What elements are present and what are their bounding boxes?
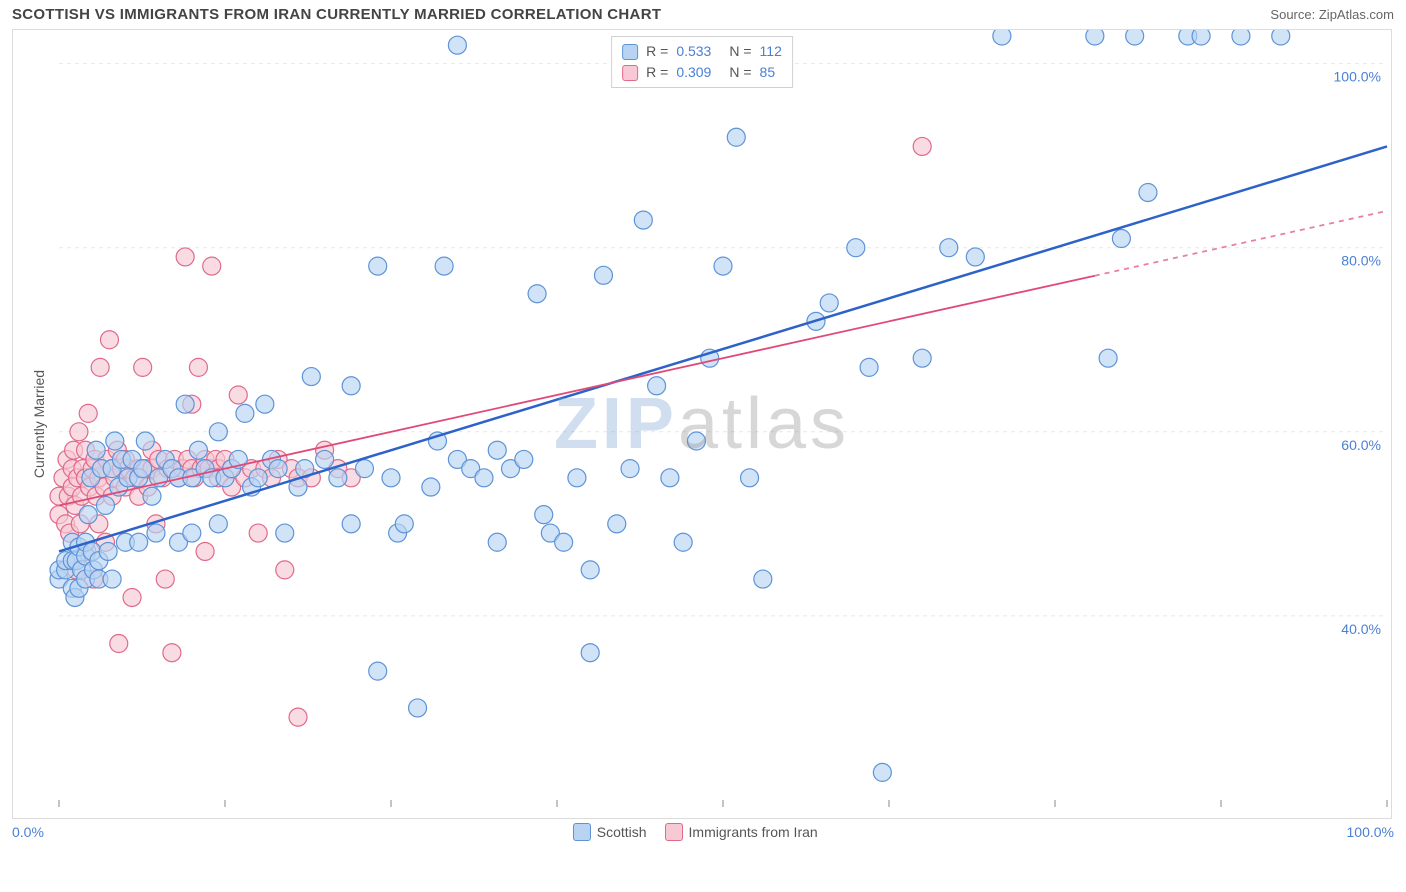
y-axis-label: Currently Married	[31, 370, 47, 478]
series-swatch	[622, 44, 638, 60]
series-swatch	[622, 65, 638, 81]
svg-text:100.0%: 100.0%	[1334, 69, 1381, 85]
chart-area: Currently Married 40.0%60.0%80.0%100.0% …	[12, 29, 1392, 819]
header: SCOTTISH VS IMMIGRANTS FROM IRAN CURRENT…	[0, 0, 1406, 25]
legend-swatch	[573, 823, 591, 841]
legend-label: Immigrants from Iran	[689, 824, 818, 840]
svg-text:40.0%: 40.0%	[1341, 621, 1381, 637]
r-label: R =	[646, 41, 668, 62]
footer: 0.0% Scottish Immigrants from Iran 100.0%	[12, 823, 1394, 841]
scatter-plot: 40.0% 60.0% 80.0% 100.0%	[13, 30, 1393, 820]
r-value: 0.309	[676, 62, 711, 83]
chart-title: SCOTTISH VS IMMIGRANTS FROM IRAN CURRENT…	[12, 6, 661, 23]
legend: Scottish Immigrants from Iran	[573, 823, 818, 841]
source-name: ZipAtlas.com	[1319, 7, 1394, 22]
legend-item: Scottish	[573, 823, 647, 841]
correlation-stats-box: R = 0.533 N = 112 R = 0.309 N = 85	[611, 36, 793, 88]
x-axis-max-label: 100.0%	[1347, 824, 1394, 840]
source: Source: ZipAtlas.com	[1270, 7, 1394, 22]
svg-text:80.0%: 80.0%	[1341, 253, 1381, 269]
n-value: 112	[760, 41, 782, 62]
stats-row: R = 0.533 N = 112	[622, 41, 782, 62]
r-value: 0.533	[676, 41, 711, 62]
n-label: N =	[729, 41, 751, 62]
source-label: Source:	[1270, 7, 1315, 22]
legend-label: Scottish	[597, 824, 647, 840]
stats-row: R = 0.309 N = 85	[622, 62, 782, 83]
r-label: R =	[646, 62, 668, 83]
svg-text:60.0%: 60.0%	[1341, 437, 1381, 453]
legend-swatch	[665, 823, 683, 841]
n-label: N =	[729, 62, 751, 83]
n-value: 85	[760, 62, 776, 83]
legend-item: Immigrants from Iran	[665, 823, 818, 841]
x-axis-min-label: 0.0%	[12, 824, 44, 840]
